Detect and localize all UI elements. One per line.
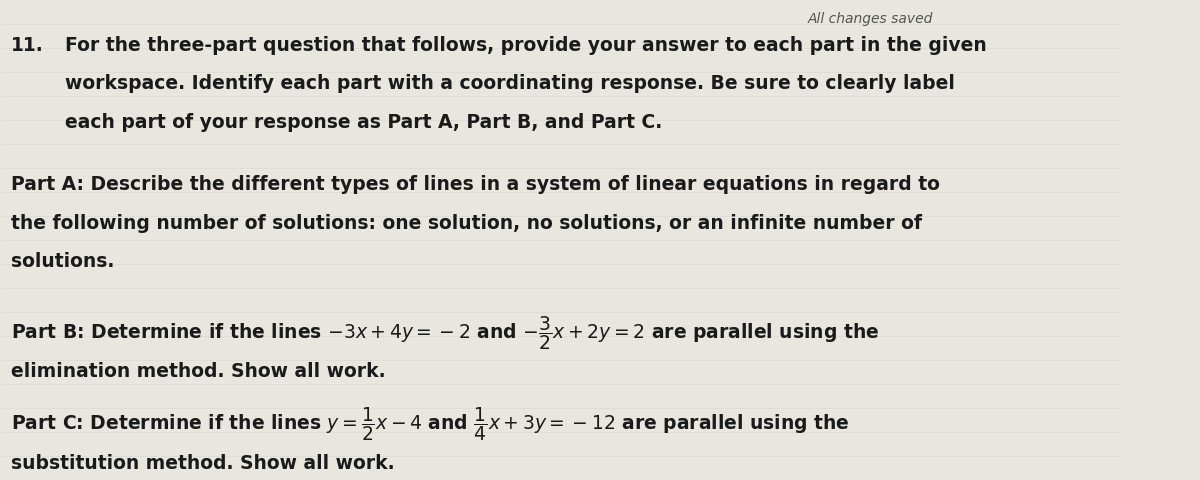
Text: Part A: Describe the different types of lines in a system of linear equations in: Part A: Describe the different types of … bbox=[11, 175, 940, 194]
Text: Part C: Determine if the lines $y=\dfrac{1}{2}x-4$ and $\dfrac{1}{4}x+3y=-12$ ar: Part C: Determine if the lines $y=\dfrac… bbox=[11, 406, 850, 444]
Text: workspace. Identify each part with a coordinating response. Be sure to clearly l: workspace. Identify each part with a coo… bbox=[65, 74, 955, 94]
Text: the following number of solutions: one solution, no solutions, or an infinite nu: the following number of solutions: one s… bbox=[11, 214, 923, 233]
Text: All changes saved: All changes saved bbox=[808, 12, 934, 26]
Text: Part B: Determine if the lines $-3x+4y=-2$ and $-\dfrac{3}{2}x+2y=2$ are paralle: Part B: Determine if the lines $-3x+4y=-… bbox=[11, 314, 880, 352]
Text: solutions.: solutions. bbox=[11, 252, 114, 271]
Text: For the three-part question that follows, provide your answer to each part in th: For the three-part question that follows… bbox=[65, 36, 986, 55]
Text: each part of your response as Part A, Part B, and Part C.: each part of your response as Part A, Pa… bbox=[65, 113, 662, 132]
Text: 11.: 11. bbox=[11, 36, 44, 55]
Text: substitution method. Show all work.: substitution method. Show all work. bbox=[11, 454, 395, 473]
Text: elimination method. Show all work.: elimination method. Show all work. bbox=[11, 362, 386, 382]
